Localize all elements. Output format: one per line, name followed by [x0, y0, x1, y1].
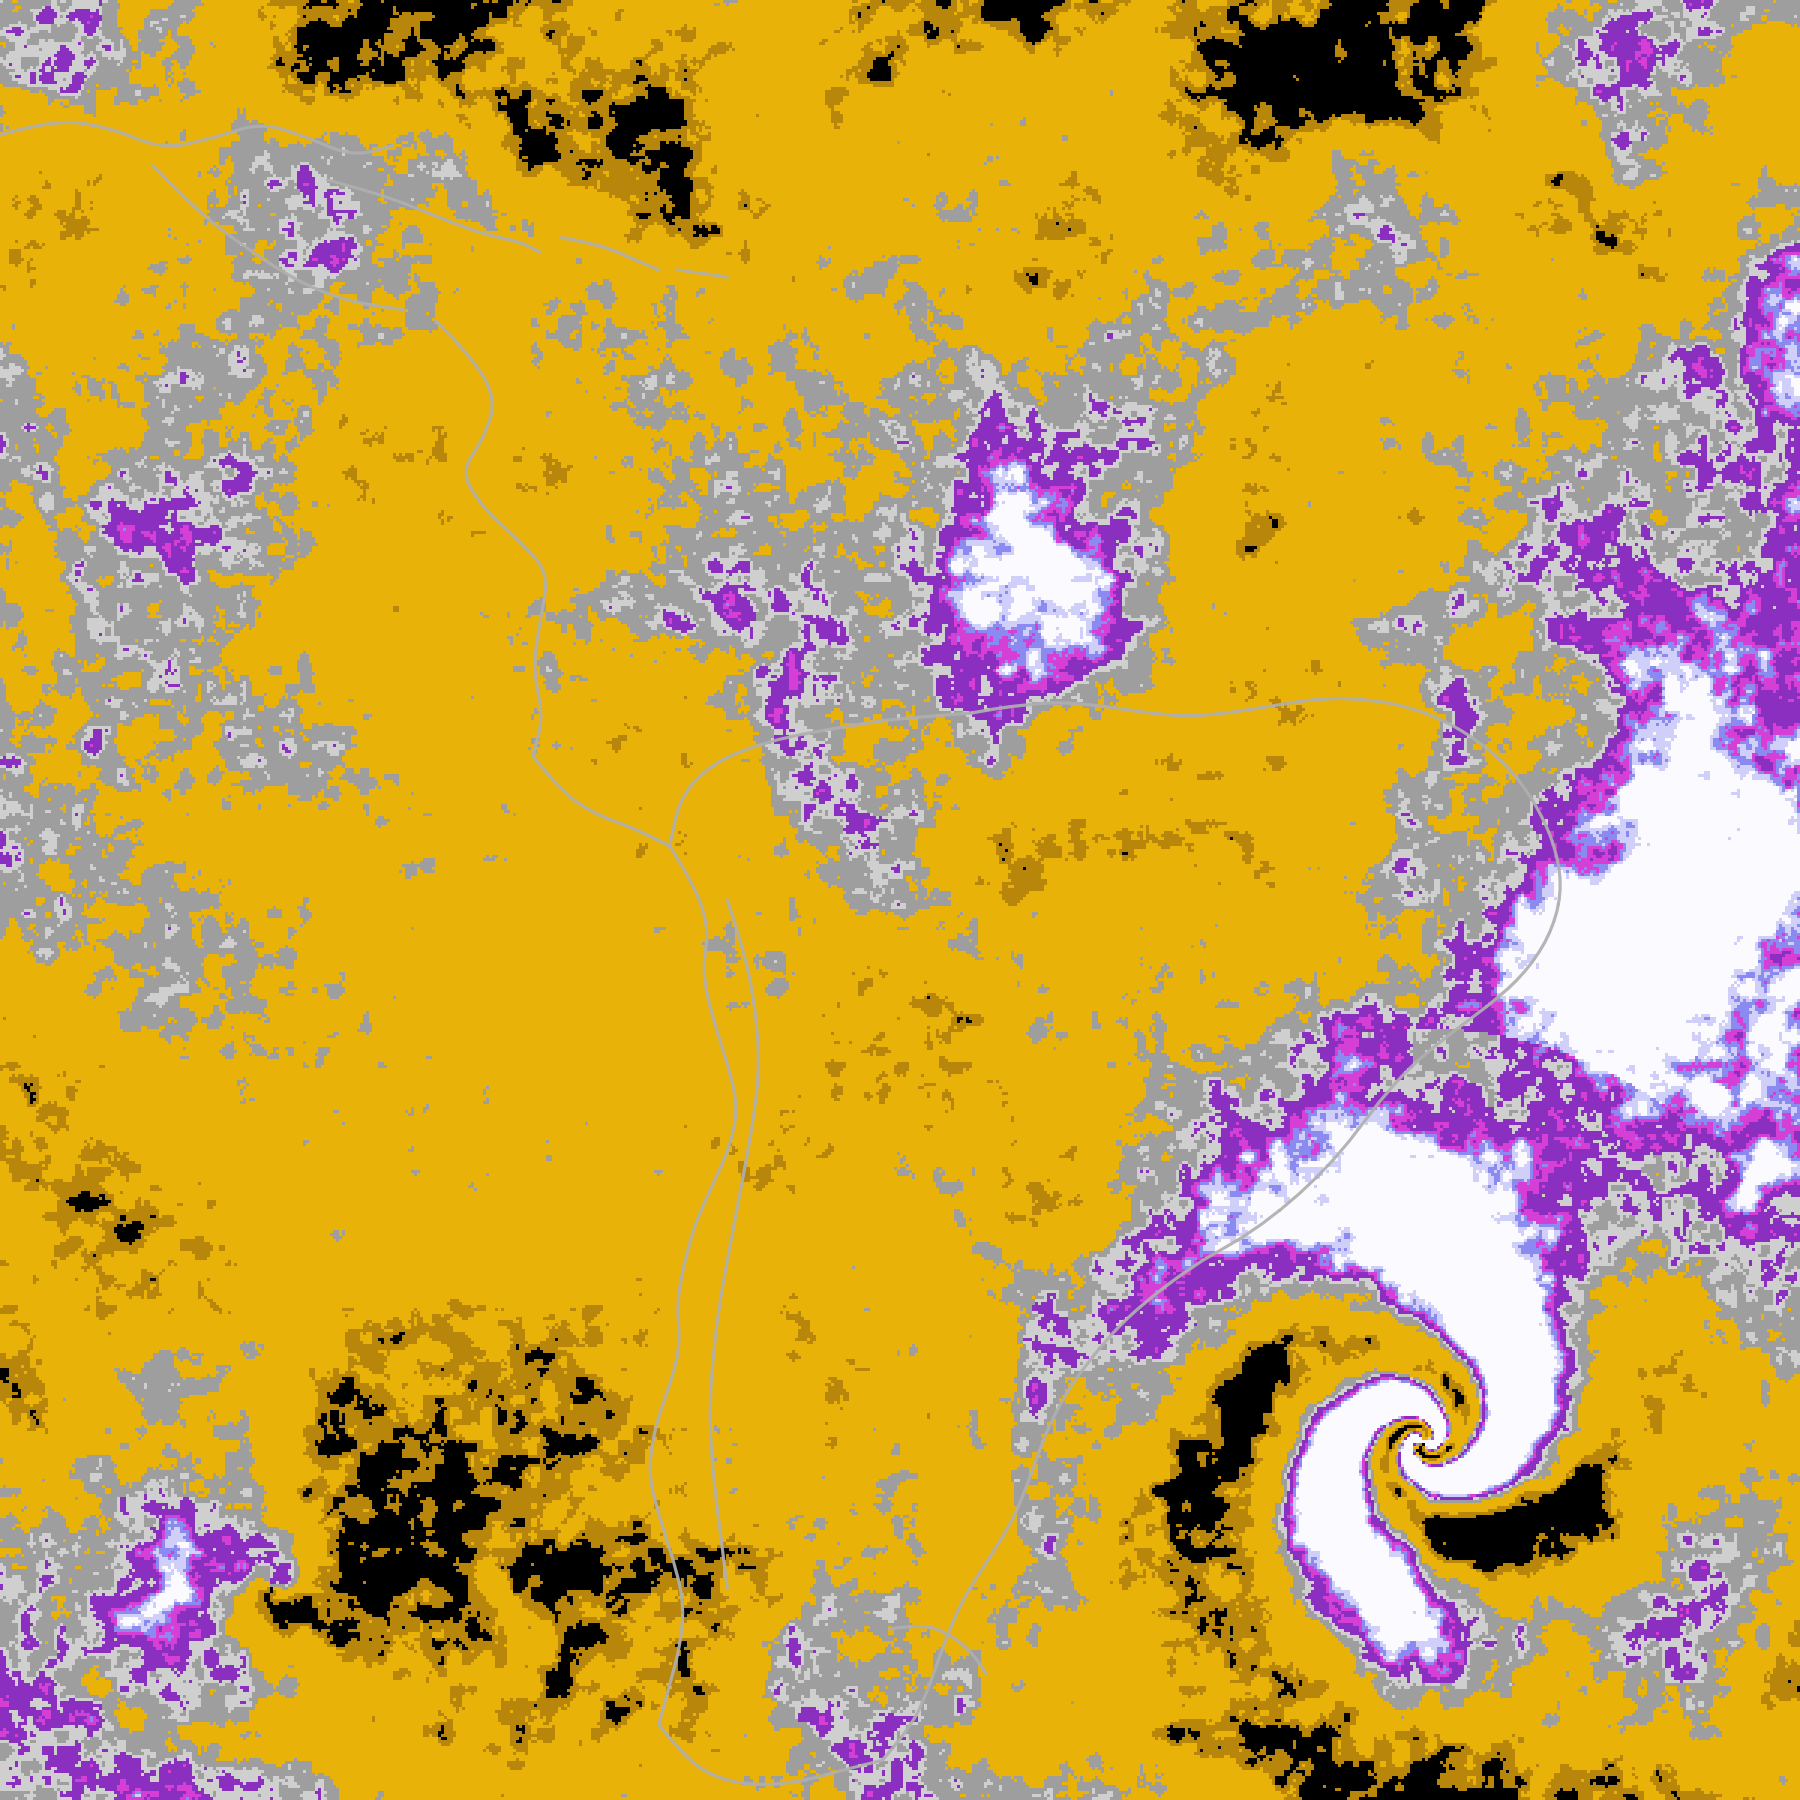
- coastline-vector-overlay: [0, 0, 1800, 1800]
- satellite-image-view: Enhanced Infrared Satellite Imagery West…: [0, 0, 1800, 1800]
